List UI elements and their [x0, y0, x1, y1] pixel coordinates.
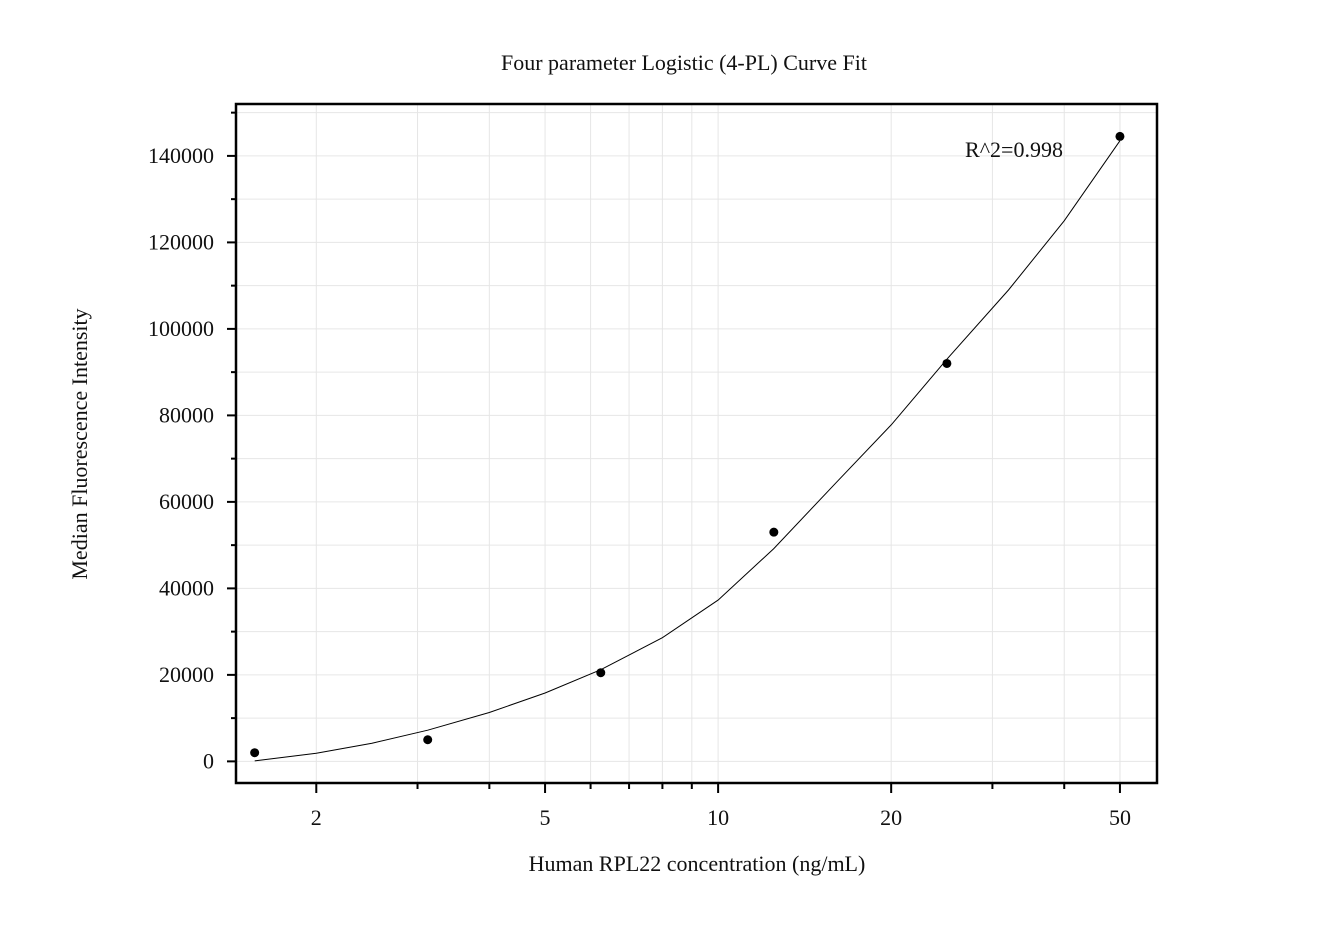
fit-curve-line [254, 140, 1121, 762]
x-tick-label: 5 [540, 805, 551, 830]
data-point [769, 527, 779, 537]
y-axis-label: Median Fluorescence Intensity [67, 308, 92, 579]
y-tick-label: 40000 [159, 575, 214, 600]
data-point [596, 668, 606, 678]
y-tick-label: 140000 [148, 143, 214, 168]
axes-layer: 0 20000 40000 60000 80000 100000 120000 140000 2… [148, 102, 1159, 830]
y-tick-label: 120000 [148, 229, 214, 254]
x-axis-label: Human RPL22 concentration (ng/mL) [529, 851, 866, 876]
y-tick-label: 100000 [148, 316, 214, 341]
chart-title: Four parameter Logistic (4-PL) Curve Fit [501, 50, 867, 75]
y-tick-label: 80000 [159, 402, 214, 427]
x-tick-label: 2 [311, 805, 322, 830]
r-squared-annotation: R^2=0.998 [965, 137, 1063, 162]
x-tick-label: 50 [1109, 805, 1131, 830]
data-point [1115, 131, 1125, 141]
y-tick-label: 0 [203, 748, 214, 773]
points-layer [250, 131, 1125, 758]
data-point [423, 735, 433, 745]
plot-frame [234, 102, 1159, 785]
x-tick-label: 20 [880, 805, 902, 830]
curve-layer [254, 140, 1121, 762]
data-point [942, 358, 952, 368]
data-point [250, 748, 260, 758]
y-tick-label: 20000 [159, 662, 214, 687]
x-tick-label: 10 [707, 805, 729, 830]
grid-layer [236, 104, 1157, 783]
y-tick-label: 60000 [159, 489, 214, 514]
